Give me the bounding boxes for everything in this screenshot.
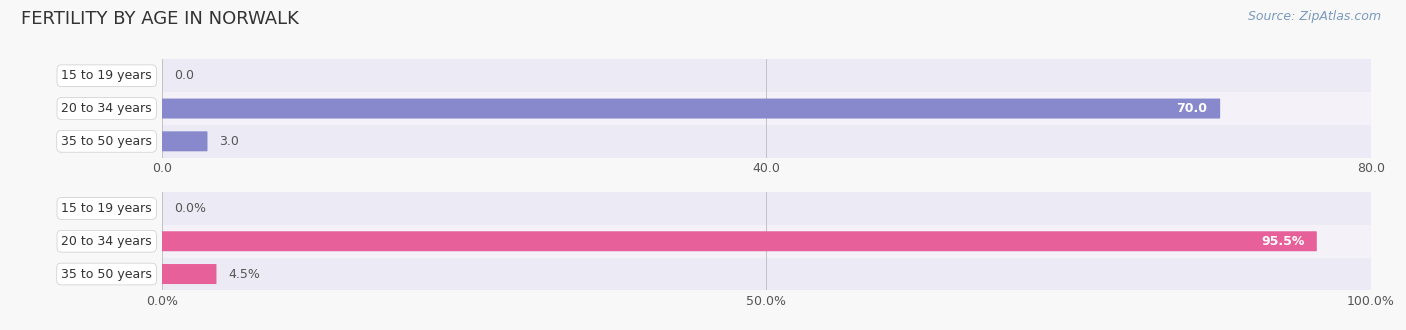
Text: 4.5%: 4.5% (228, 268, 260, 280)
Bar (162, 192, 1371, 225)
Bar (162, 92, 1371, 125)
Text: 15 to 19 years: 15 to 19 years (62, 202, 152, 215)
Text: 15 to 19 years: 15 to 19 years (62, 69, 152, 82)
FancyBboxPatch shape (162, 131, 208, 151)
Text: 0.0: 0.0 (174, 69, 194, 82)
Text: 3.0: 3.0 (219, 135, 239, 148)
Text: Source: ZipAtlas.com: Source: ZipAtlas.com (1247, 10, 1381, 23)
Text: 95.5%: 95.5% (1261, 235, 1305, 248)
FancyBboxPatch shape (162, 231, 1317, 251)
Bar (162, 125, 1371, 158)
Bar (162, 59, 1371, 92)
Text: 35 to 50 years: 35 to 50 years (60, 135, 152, 148)
Bar (162, 258, 1371, 290)
Text: 35 to 50 years: 35 to 50 years (60, 268, 152, 280)
FancyBboxPatch shape (162, 264, 217, 284)
Bar (162, 225, 1371, 258)
Text: 20 to 34 years: 20 to 34 years (62, 102, 152, 115)
Text: FERTILITY BY AGE IN NORWALK: FERTILITY BY AGE IN NORWALK (21, 10, 299, 28)
Text: 70.0: 70.0 (1177, 102, 1208, 115)
Text: 20 to 34 years: 20 to 34 years (62, 235, 152, 248)
Text: 0.0%: 0.0% (174, 202, 205, 215)
FancyBboxPatch shape (162, 99, 1220, 118)
